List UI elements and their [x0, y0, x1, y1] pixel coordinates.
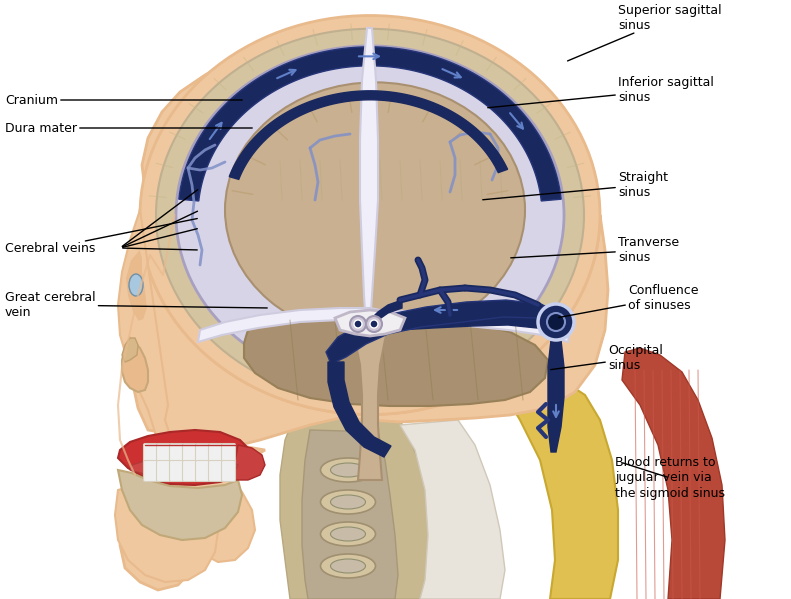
Ellipse shape [320, 522, 376, 546]
FancyBboxPatch shape [183, 443, 196, 464]
Polygon shape [368, 315, 555, 330]
FancyBboxPatch shape [143, 443, 157, 464]
Polygon shape [118, 470, 242, 540]
Circle shape [538, 304, 574, 340]
Polygon shape [122, 338, 148, 392]
Polygon shape [360, 28, 378, 328]
Ellipse shape [225, 82, 525, 338]
Text: Tranverse
sinus: Tranverse sinus [511, 236, 679, 264]
Polygon shape [179, 47, 561, 201]
Text: Dura mater: Dura mater [5, 122, 252, 135]
Polygon shape [302, 430, 398, 599]
Ellipse shape [129, 274, 143, 296]
Polygon shape [280, 410, 435, 599]
Circle shape [547, 313, 565, 331]
FancyBboxPatch shape [183, 461, 196, 482]
FancyBboxPatch shape [195, 443, 210, 464]
Circle shape [370, 320, 378, 328]
Ellipse shape [331, 559, 365, 573]
Polygon shape [130, 458, 238, 478]
Polygon shape [118, 210, 255, 562]
Text: Blood returns to
jugular vein via
the sigmoid sinus: Blood returns to jugular vein via the si… [615, 456, 725, 500]
Polygon shape [400, 420, 505, 599]
Polygon shape [118, 430, 250, 485]
Ellipse shape [331, 495, 365, 509]
Polygon shape [350, 322, 390, 480]
Polygon shape [120, 62, 608, 590]
Polygon shape [622, 348, 725, 599]
FancyBboxPatch shape [143, 461, 157, 482]
Polygon shape [548, 340, 564, 452]
FancyBboxPatch shape [209, 461, 222, 482]
Polygon shape [115, 482, 218, 582]
Ellipse shape [320, 458, 376, 482]
Polygon shape [229, 91, 508, 180]
Polygon shape [198, 308, 570, 342]
FancyBboxPatch shape [209, 443, 222, 464]
Polygon shape [232, 445, 265, 480]
Polygon shape [125, 248, 148, 322]
Ellipse shape [331, 527, 365, 541]
Text: Superior sagittal
sinus: Superior sagittal sinus [568, 4, 721, 61]
FancyBboxPatch shape [169, 461, 184, 482]
FancyBboxPatch shape [221, 461, 236, 482]
Text: Straight
sinus: Straight sinus [483, 171, 668, 199]
Ellipse shape [140, 16, 600, 415]
Text: Great cerebral
vein: Great cerebral vein [5, 291, 267, 319]
Text: Inferior sagittal
sinus: Inferior sagittal sinus [488, 76, 713, 108]
Polygon shape [122, 338, 138, 362]
Ellipse shape [320, 490, 376, 514]
Polygon shape [335, 310, 405, 336]
Circle shape [366, 316, 382, 332]
Text: Cerebral veins: Cerebral veins [5, 219, 197, 255]
Ellipse shape [320, 554, 376, 578]
Polygon shape [326, 300, 556, 364]
FancyBboxPatch shape [221, 443, 236, 464]
Circle shape [350, 316, 366, 332]
Polygon shape [505, 378, 618, 599]
Polygon shape [328, 362, 391, 457]
FancyBboxPatch shape [157, 461, 171, 482]
Text: Cranium: Cranium [5, 93, 242, 107]
Text: Occipital
sinus: Occipital sinus [551, 344, 663, 372]
FancyBboxPatch shape [195, 461, 210, 482]
Ellipse shape [176, 46, 564, 384]
Polygon shape [370, 300, 402, 328]
Text: Confluence
of sinuses: Confluence of sinuses [558, 284, 698, 317]
Ellipse shape [331, 463, 365, 477]
Polygon shape [244, 316, 548, 406]
Ellipse shape [156, 29, 584, 401]
FancyBboxPatch shape [157, 443, 171, 464]
FancyBboxPatch shape [169, 443, 184, 464]
Circle shape [354, 320, 362, 328]
